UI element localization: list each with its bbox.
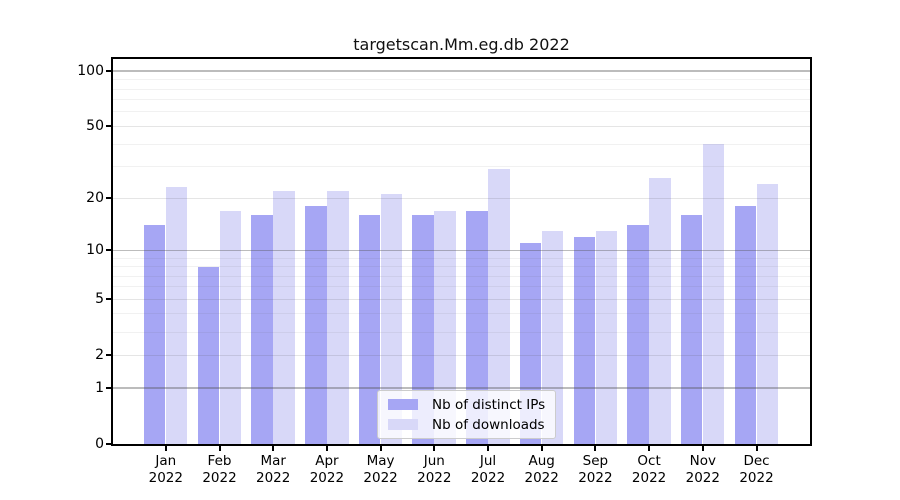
x-tick-label-Mar: Mar 2022: [256, 453, 291, 486]
gridline-3: [113, 331, 810, 333]
x-tick-label-Nov: Nov 2022: [685, 453, 720, 486]
x-tick-label-Apr: Apr 2022: [309, 453, 345, 486]
gridline-1: [113, 387, 810, 389]
bar-downloads-Nov: [702, 144, 725, 444]
x-tick-Sep: [594, 444, 597, 451]
legend-swatch-distinct-ips: [388, 399, 418, 410]
x-tick-label-Jan: Jan 2022: [148, 453, 183, 486]
x-tick-label-Feb: Feb 2022: [202, 453, 237, 486]
x-tick-Dec: [755, 444, 758, 451]
bar-downloads-Dec: [756, 183, 779, 444]
x-tick-Jul: [487, 444, 489, 451]
y-tick-10: [106, 249, 113, 252]
y-tick-0: [106, 443, 113, 445]
x-tick-Apr: [325, 444, 328, 451]
bar-downloads-Sep: [595, 230, 617, 444]
bar-downloads-Jul: [488, 169, 510, 444]
bar-distinct-ips-Mar: [251, 215, 273, 444]
bar-downloads-Apr: [327, 190, 349, 444]
chart-title: targetscan.Mm.eg.db 2022: [353, 35, 570, 54]
bar-downloads-Jan: [165, 187, 188, 444]
legend-label-distinct-ips: Nb of distinct IPs: [432, 396, 546, 413]
gridline-50: [113, 125, 810, 127]
y-tick-1: [106, 387, 113, 389]
y-tick-20: [106, 197, 113, 200]
gridline-9: [113, 257, 810, 259]
bar-distinct-ips-May: [358, 215, 381, 444]
x-tick-Mar: [272, 444, 275, 451]
legend-swatch-downloads: [388, 419, 418, 430]
y-tick-label-50: 50: [86, 118, 104, 135]
y-tick-label-1: 1: [95, 380, 104, 396]
gridline-7: [113, 275, 810, 277]
bar-downloads-Jun: [434, 210, 456, 444]
y-tick-5: [106, 298, 113, 301]
bar-downloads-May: [380, 194, 403, 444]
bar-downloads-Oct: [649, 177, 671, 444]
bar-downloads-Mar: [273, 190, 295, 444]
x-tick-label-Dec: Dec 2022: [739, 453, 774, 486]
bar-distinct-ips-Oct: [627, 225, 649, 444]
x-tick-label-Aug: Aug 2022: [524, 453, 559, 486]
y-tick-2: [106, 354, 113, 357]
gridline-30: [113, 166, 810, 168]
x-tick-label-Oct: Oct 2022: [631, 453, 667, 486]
plot-content: [113, 59, 810, 444]
gridline-5: [113, 298, 810, 300]
x-tick-Nov: [701, 444, 704, 451]
gridline-8: [113, 266, 810, 267]
x-tick-label-Jul: Jul 2022: [470, 453, 506, 486]
bar-distinct-ips-Jan: [143, 225, 166, 444]
y-tick-label-5: 5: [95, 291, 104, 308]
bar-distinct-ips-Sep: [573, 236, 595, 444]
bar-distinct-ips-Dec: [734, 206, 757, 444]
bar-distinct-ips-Jun: [412, 215, 434, 444]
bar-distinct-ips-Jul: [466, 210, 488, 444]
gridline-20: [113, 197, 810, 199]
gridline-100: [113, 70, 810, 72]
legend-label-downloads: Nb of downloads: [432, 416, 545, 433]
x-tick-May: [379, 444, 382, 451]
y-tick-label-100: 100: [77, 63, 104, 80]
x-tick-Feb: [218, 444, 221, 451]
x-tick-Aug: [540, 444, 543, 451]
bar-distinct-ips-Nov: [680, 215, 703, 444]
x-tick-label-May: May 2022: [363, 453, 398, 486]
gridline-10: [113, 249, 810, 252]
gridline-6: [113, 286, 810, 288]
gridline-2: [113, 354, 810, 356]
x-tick-Oct: [648, 444, 651, 451]
gridline-80: [113, 88, 810, 90]
gridline-60: [113, 111, 810, 113]
bar-distinct-ips-Feb: [197, 266, 220, 444]
y-tick-label-0: 0: [95, 436, 104, 452]
y-tick-label-10: 10: [86, 242, 104, 259]
x-tick-Jun: [433, 444, 436, 451]
x-tick-Jan: [164, 444, 167, 451]
x-tick-label-Jun: Jun 2022: [417, 453, 452, 486]
x-tick-label-Sep: Sep 2022: [578, 453, 613, 486]
legend-item-distinct-ips: Nb of distinct IPs: [388, 396, 545, 413]
legend-item-downloads: Nb of downloads: [388, 416, 545, 433]
y-tick-label-2: 2: [95, 347, 104, 364]
bar-distinct-ips-Apr: [305, 206, 327, 444]
gridline-4: [113, 313, 810, 315]
gridline-90: [113, 79, 810, 81]
bar-downloads-Feb: [219, 210, 242, 444]
gridline-40: [113, 143, 810, 145]
legend: Nb of distinct IPs Nb of downloads: [377, 390, 557, 439]
y-tick-100: [106, 70, 113, 73]
gridline-70: [113, 99, 810, 101]
y-tick-50: [106, 125, 113, 128]
y-tick-label-20: 20: [86, 190, 104, 207]
